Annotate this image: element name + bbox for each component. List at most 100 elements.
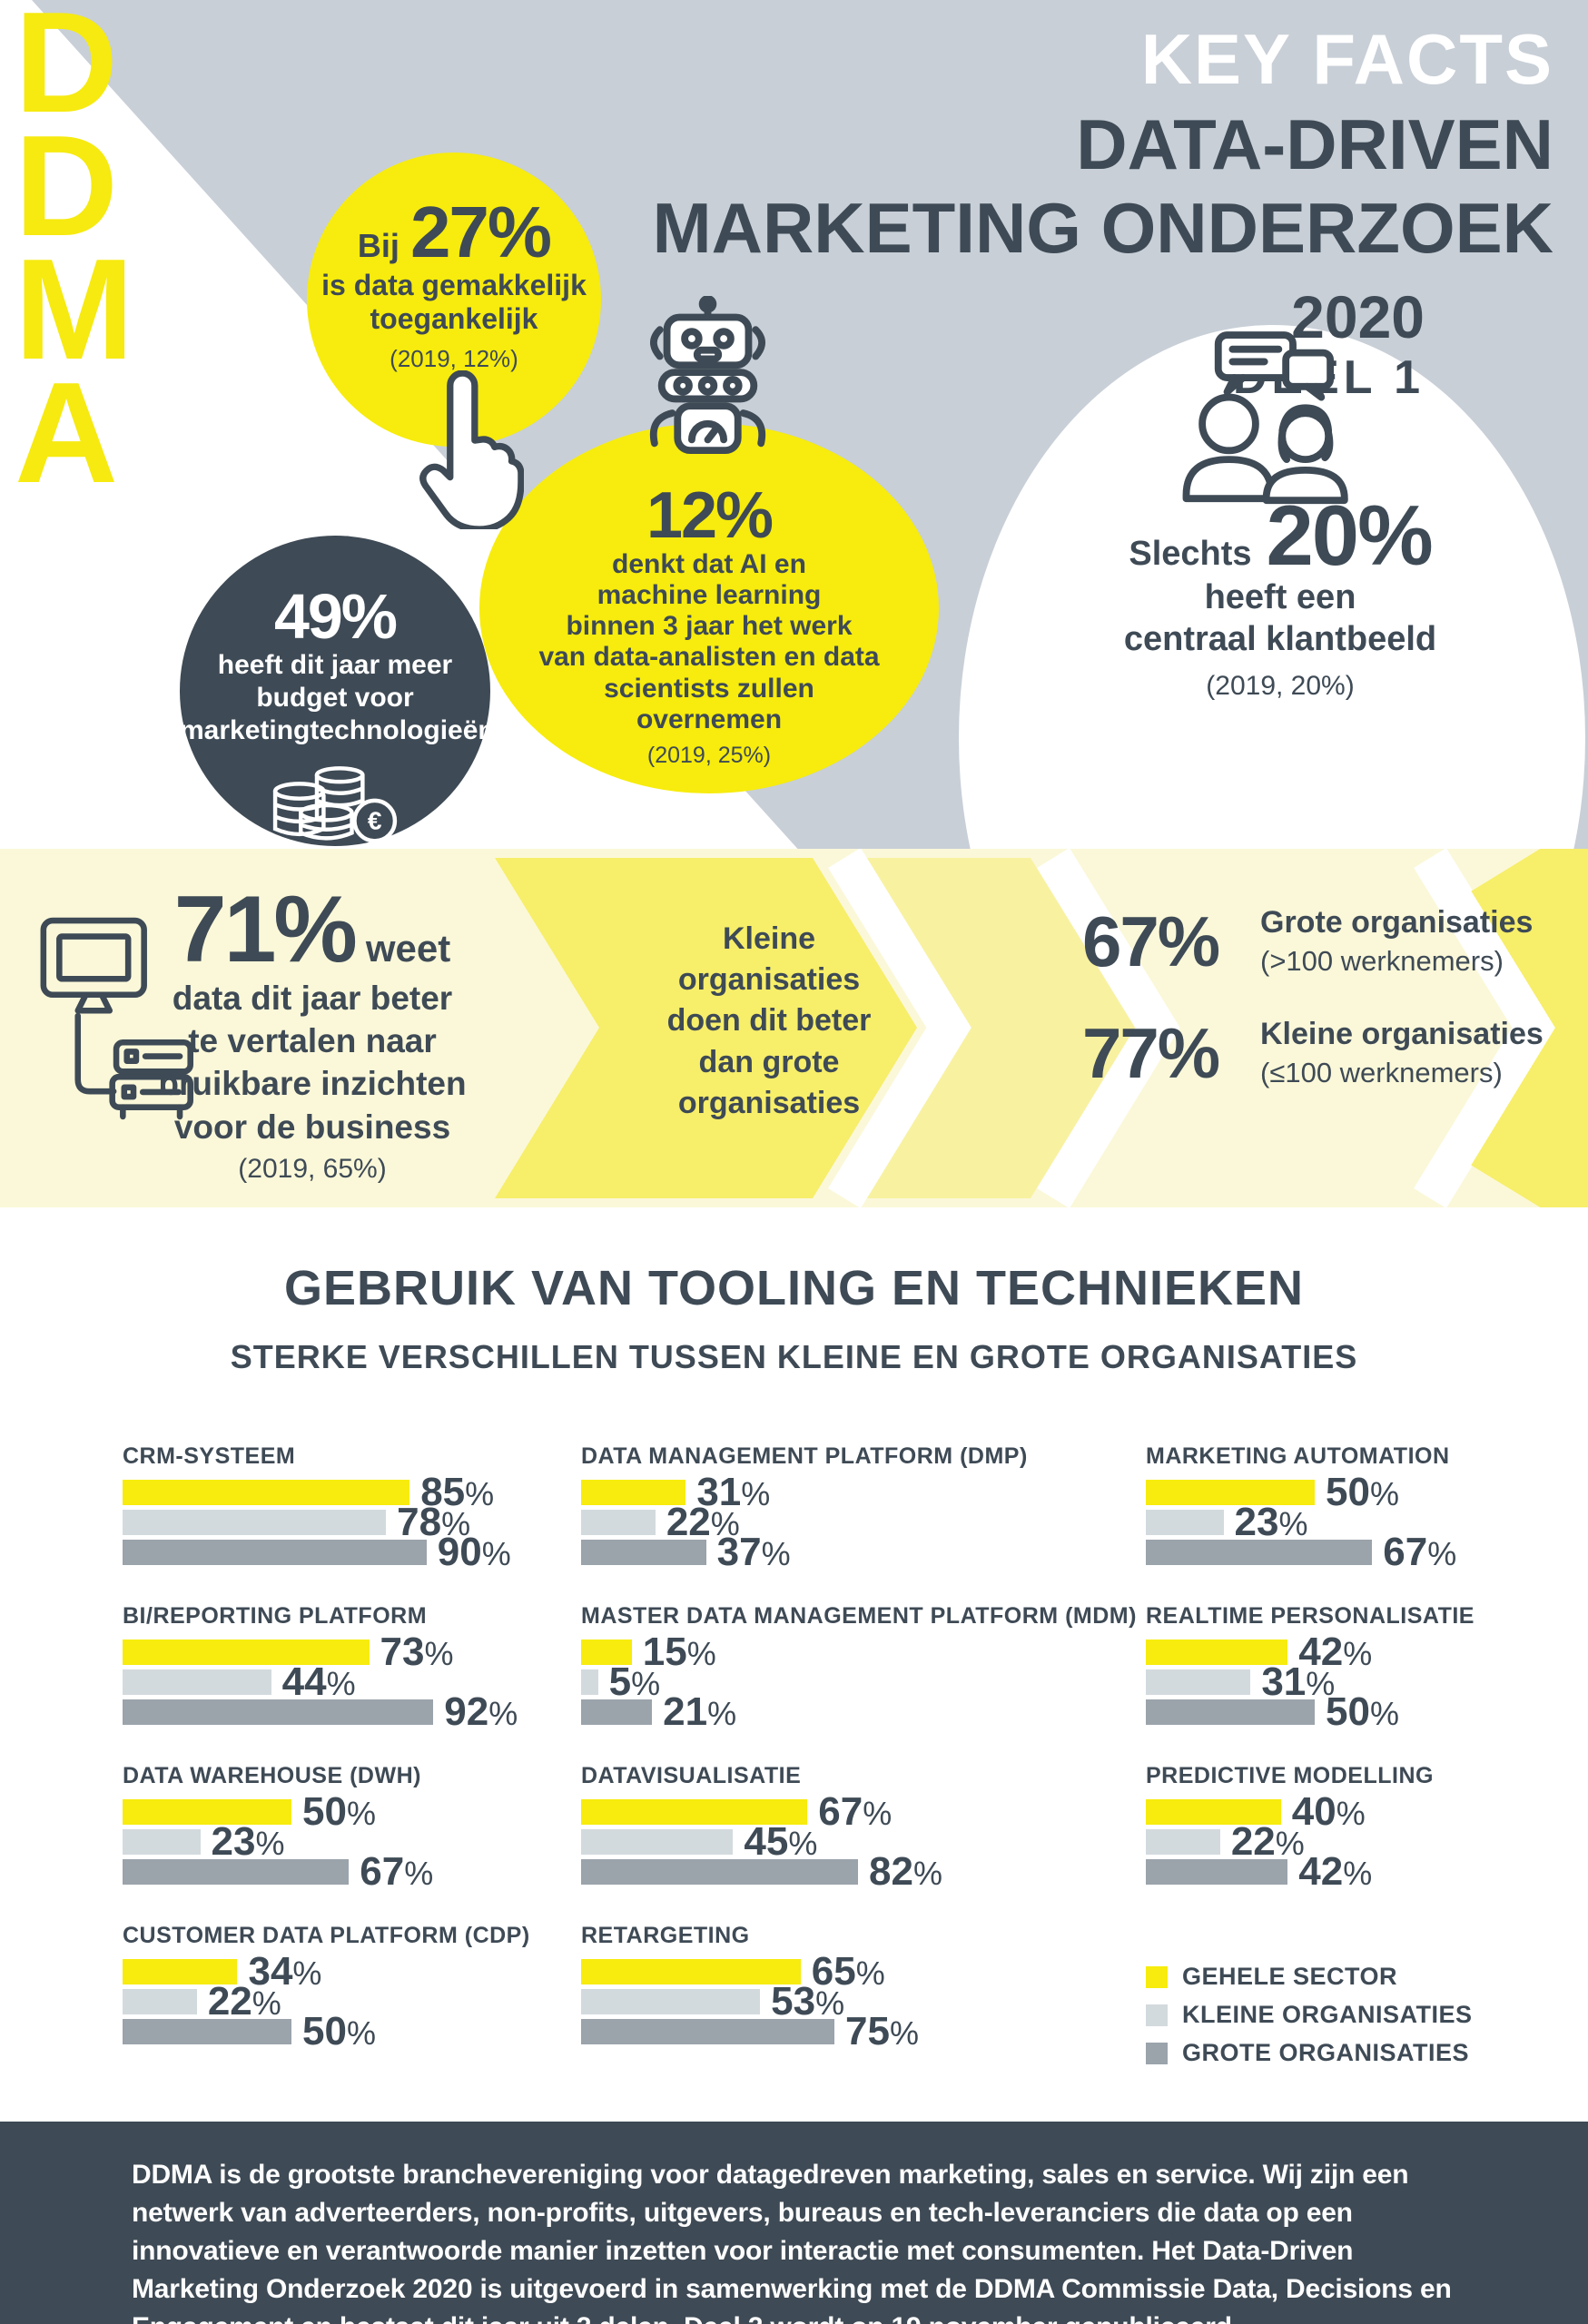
- bar-grote-organisaties: [123, 1540, 427, 1565]
- bar-value-label: 34%: [248, 1949, 322, 1994]
- chart-title: MARKETING AUTOMATION: [1146, 1443, 1450, 1469]
- stat-value: 27%: [409, 192, 552, 272]
- bar-value-label: 22%: [666, 1500, 740, 1544]
- chevron-text-line: Kleine: [722, 921, 816, 956]
- bar-row: 15%: [581, 1632, 1146, 1672]
- bar-value-label: 22%: [1230, 1819, 1305, 1864]
- bar-value-label: 75%: [845, 2009, 919, 2053]
- stat-text-line: te vertalen naar: [188, 1021, 437, 1059]
- org-sublabel: (>100 werknemers): [1260, 945, 1504, 978]
- charts-grid: CRM-SYSTEEM 85% 78% 90% DATA MANAGEMENT PLAT…: [123, 1443, 1539, 2083]
- bar-value-label: 67%: [818, 1789, 893, 1834]
- svg-text:€: €: [368, 807, 382, 835]
- logo-letter: A: [15, 352, 118, 513]
- stat-bubble-toegankelijk: Bij 27% is data gemakkelijk toegankelijk…: [307, 153, 601, 447]
- bar-kleine-organisaties: [1146, 1510, 1224, 1535]
- bar-grote-organisaties: [581, 1540, 706, 1565]
- stat-note: (2019, 65%): [238, 1154, 387, 1185]
- org-stat-grote: 67% Grote organisaties (>100 werknemers): [1082, 901, 1544, 983]
- bar-value-label: 23%: [211, 1819, 285, 1864]
- ddma-logo: D D M A: [15, 0, 134, 513]
- chart-block: DATAVISUALISATIE 67% 45% 82%: [581, 1763, 1146, 1923]
- footer-text: DDMA is de grootste branchevereniging vo…: [132, 2160, 1452, 2324]
- bar-gehele-sector: [581, 1799, 808, 1825]
- chart-block: BI/REPORTING PLATFORM 73% 44% 92%: [123, 1603, 581, 1763]
- bar-row: 82%: [581, 1852, 1146, 1892]
- bar-row: 23%: [1146, 1502, 1539, 1542]
- bar-grote-organisaties: [581, 2019, 834, 2044]
- stat-text-line: scientists zullen: [604, 673, 814, 704]
- bar-kleine-organisaties: [123, 1989, 197, 2014]
- bar-gehele-sector: [123, 1640, 370, 1665]
- bar-row: 42%: [1146, 1852, 1539, 1892]
- bar-row: 50%: [123, 1792, 581, 1832]
- bar-row: 50%: [123, 2012, 581, 2052]
- bar-value-label: 5%: [608, 1659, 661, 1704]
- bar-row: 44%: [123, 1662, 581, 1702]
- stat-text-line: denkt dat AI en: [612, 548, 806, 579]
- bar-value-label: 21%: [663, 1689, 737, 1734]
- bar-value-label: 42%: [1298, 1849, 1373, 1894]
- stat-block-klantbeeld: Slechts 20% heeft een centraal klantbeel…: [1035, 493, 1525, 702]
- stat-suffix: weet: [365, 927, 451, 970]
- bar-grote-organisaties: [581, 1859, 859, 1885]
- stat-text-line: budget voor: [256, 683, 414, 713]
- legend-swatch: [1146, 2004, 1168, 2026]
- stat-value: 77%: [1082, 1013, 1220, 1093]
- stat-text-line: centraal klantbeeld: [1123, 619, 1437, 658]
- bar-value-label: 22%: [207, 1979, 281, 2024]
- bar-row: 85%: [123, 1472, 581, 1512]
- bar-gehele-sector: [1146, 1640, 1288, 1665]
- stat-note: (2019, 20%): [1206, 671, 1355, 702]
- legend-label: KLEINE ORGANISATIES: [1182, 2001, 1473, 2028]
- bar-row: 67%: [123, 1852, 581, 1892]
- header-title-line1: DATA-DRIVEN: [1076, 104, 1553, 184]
- stat-note: (2019, 12%): [390, 345, 518, 373]
- bar-row: 65%: [581, 1952, 1146, 1992]
- footer: DDMA is de grootste branchevereniging vo…: [0, 2122, 1588, 2324]
- bar-grote-organisaties: [1146, 1540, 1373, 1565]
- bar-row: 67%: [1146, 1532, 1539, 1572]
- bar-value-label: 45%: [744, 1819, 818, 1864]
- stat-text-line: voor de business: [173, 1108, 451, 1146]
- chart-title: DATA MANAGEMENT PLATFORM (DMP): [581, 1443, 1028, 1469]
- org-sublabel: (≤100 werknemers): [1260, 1057, 1503, 1089]
- bar-value-label: 23%: [1234, 1500, 1308, 1544]
- org-label: Grote organisaties: [1260, 904, 1534, 940]
- bar-kleine-organisaties: [1146, 1829, 1220, 1855]
- bar-row: 40%: [1146, 1792, 1539, 1832]
- org-comparison-block: 67% Grote organisaties (>100 werknemers)…: [1082, 901, 1544, 1124]
- bar-row: 45%: [581, 1822, 1146, 1862]
- chevron-text-line: organisaties: [677, 1085, 861, 1120]
- stat-text-line: overnemen: [636, 704, 783, 734]
- chevron-text-line: dan grote: [698, 1044, 840, 1079]
- bar-value-label: 82%: [869, 1849, 942, 1894]
- bar-value-label: 53%: [771, 1979, 845, 2024]
- bar-row: 21%: [581, 1692, 1146, 1732]
- chart-title: BI/REPORTING PLATFORM: [123, 1603, 428, 1629]
- chart-block: PREDICTIVE MODELLING 40% 22% 42%: [1146, 1763, 1539, 1923]
- coins-euro-icon: €: [272, 766, 398, 843]
- chart-block: RETARGETING 65% 53% 75%: [581, 1923, 1146, 2083]
- bar-value-label: 90%: [437, 1530, 511, 1574]
- bar-row: 34%: [123, 1952, 581, 1992]
- bar-row: 31%: [581, 1472, 1146, 1512]
- header-title-line2: MARKETING ONDERZOEK: [652, 188, 1553, 268]
- stat-text-line: machine learning: [597, 579, 822, 610]
- bar-kleine-organisaties: [123, 1829, 201, 1855]
- section-subtitle: STERKE VERSCHILLEN TUSSEN KLEINE EN GROT…: [230, 1338, 1358, 1375]
- logo-letter: D: [15, 105, 118, 266]
- bar-grote-organisaties: [581, 1699, 653, 1725]
- org-stat-kleine: 77% Kleine organisaties (≤100 werknemers…: [1082, 1012, 1544, 1095]
- bar-row: 50%: [1146, 1472, 1539, 1512]
- chart-title: REALTIME PERSONALISATIE: [1146, 1603, 1475, 1629]
- bar-grote-organisaties: [123, 1699, 434, 1725]
- chevron-text-line: doen dit beter: [666, 1003, 872, 1039]
- bar-gehele-sector: [123, 1799, 291, 1825]
- bar-row: 67%: [581, 1792, 1146, 1832]
- bar-row: 37%: [581, 1532, 1146, 1572]
- bar-row: 31%: [1146, 1662, 1539, 1702]
- bar-gehele-sector: [123, 1480, 410, 1505]
- header-title-block: KEY FACTS DATA-DRIVEN MARKETING ONDERZOE…: [653, 24, 1553, 401]
- bar-kleine-organisaties: [581, 1669, 598, 1695]
